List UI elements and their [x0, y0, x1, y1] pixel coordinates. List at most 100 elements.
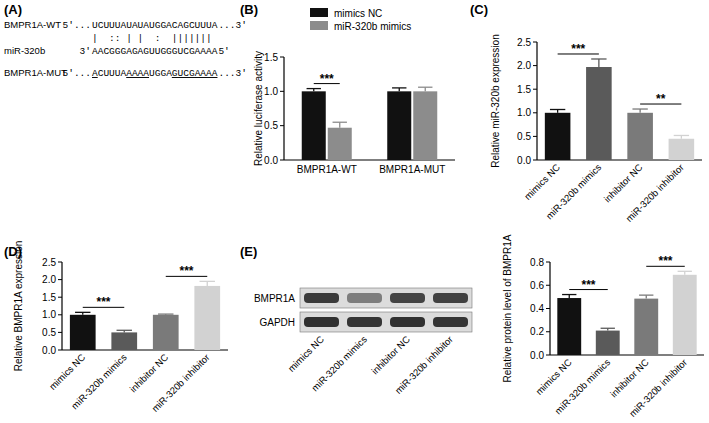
x-tick-label: miR-320b mimics: [553, 356, 613, 416]
marks: [557, 271, 696, 355]
y-axis-label: Relative luciferase activity: [253, 51, 264, 166]
y-tick: [58, 332, 62, 333]
sequence-prefix: 5'...: [62, 68, 91, 79]
legend-label: miR-320b mimics: [334, 21, 411, 32]
lane-label: miR-320b mimics: [309, 333, 369, 393]
y-tick: [533, 136, 537, 137]
chart: (D)Relative BMPR1A expression0.00.51.01.…: [4, 241, 228, 414]
base-pairing: | :: | | : |||||||: [92, 33, 217, 44]
y-tick-label: 1.5: [264, 52, 278, 63]
bar: [328, 128, 352, 160]
y-axis: [536, 42, 537, 160]
blot-band: [390, 293, 425, 303]
y-tick-label: 1.5: [517, 84, 531, 95]
y-tick-label: 0.6: [530, 280, 544, 291]
bar: [557, 298, 581, 355]
error-cap: [601, 328, 615, 329]
blot-band: [304, 317, 339, 327]
y-tick-label: 0.0: [530, 350, 544, 361]
x-tick-label: BMPR1A-WT: [297, 164, 357, 175]
bar: [596, 331, 620, 355]
x-tick-label: inhibitor NC: [602, 162, 645, 205]
error-stem: [207, 281, 208, 286]
blot-band: [433, 317, 468, 327]
x-tick-label: BMPR1A-MUT: [379, 164, 445, 175]
x-tick-label: miR-320b inhibitor: [627, 357, 689, 419]
lane-label: miR-320b inhibitor: [393, 334, 455, 396]
panel-label: (E): [240, 244, 257, 259]
blot-band: [347, 293, 382, 303]
bar: [302, 91, 326, 160]
error-cap: [392, 87, 406, 88]
significance-label: ***: [658, 254, 672, 268]
sequence-prefix: 5'...: [62, 20, 91, 31]
y-tick: [280, 91, 284, 92]
y-tick: [546, 285, 550, 286]
y-tick: [280, 160, 284, 161]
bar: [669, 139, 695, 160]
y-tick-label: 2.0: [42, 274, 56, 285]
error-bar: [75, 312, 90, 314]
y-tick-label: 2.0: [517, 60, 531, 71]
error-bar: [562, 295, 576, 298]
error-bar: [674, 135, 689, 138]
x-tick-label: miR-320b inhibitor: [149, 352, 211, 414]
error-bar: [550, 109, 565, 112]
blot-band: [347, 317, 382, 327]
error-stem: [598, 59, 599, 67]
error-cap: [200, 281, 215, 282]
significance-label: ***: [571, 42, 585, 56]
error-bar: [639, 295, 653, 298]
legend-swatch: [310, 8, 328, 17]
y-tick-label: 1.5: [42, 292, 56, 303]
error-bar: [678, 271, 692, 274]
y-tick: [533, 160, 537, 161]
western-blot: BMPR1AGAPDHmimics NCmiR-320b mimicsinhib…: [254, 288, 472, 396]
y-tick-label: 1.0: [264, 86, 278, 97]
error-cap: [674, 135, 689, 136]
panel-label: (B): [240, 2, 258, 17]
bar: [586, 67, 612, 160]
error-bar: [158, 314, 173, 316]
x-tick-label: miR-320b mimics: [544, 161, 604, 221]
error-bar: [392, 88, 406, 91]
x-tick-label: mimics NC: [47, 352, 87, 392]
error-bar: [632, 109, 647, 113]
sequence-segment: UGGA: [149, 68, 172, 79]
error-cap: [550, 109, 565, 110]
y-tick-label: 1.0: [517, 107, 531, 118]
bar: [545, 113, 571, 160]
y-tick: [546, 308, 550, 309]
x-tick-label: miR-320b mimics: [69, 351, 129, 411]
y-tick: [533, 112, 537, 113]
error-cap: [158, 313, 173, 314]
error-cap: [639, 294, 653, 295]
sequence: AACGGGAGAGUUGGGUCGAAAA: [92, 46, 218, 57]
significance-label: ***: [96, 295, 110, 309]
error-cap: [333, 122, 347, 123]
bar: [627, 113, 653, 160]
sequence-label: BMPR1A-WT: [4, 19, 61, 30]
error-cap: [418, 87, 432, 88]
sequence-label: miR-320b: [4, 45, 45, 56]
x-tick-label: mimics NC: [522, 162, 562, 202]
y-tick: [58, 350, 62, 351]
bar: [111, 332, 137, 350]
significance-label: **: [656, 92, 666, 106]
y-tick: [533, 65, 537, 66]
error-cap: [562, 294, 576, 295]
chart: (B)Relative luciferase activity0.00.51.0…: [240, 2, 455, 175]
sequence-segment: CUUUA: [98, 68, 127, 79]
sequence: ACUUUAAAAAUGGAGUCGAAAA: [92, 68, 218, 79]
y-tick: [58, 314, 62, 315]
x-tick-label: inhibitor NC: [127, 352, 170, 395]
y-tick-label: 0.5: [264, 120, 278, 131]
sequence-prefix: 3': [80, 46, 91, 57]
y-tick: [58, 297, 62, 298]
y-axis-label: Relative miR-320b expression: [490, 34, 501, 167]
marks: [70, 281, 220, 350]
chart: (C)Relative miR-320b expression0.00.51.0…: [470, 2, 702, 224]
lane-label: mimics NC: [286, 334, 326, 374]
error-stem: [339, 122, 340, 127]
error-bar: [418, 87, 432, 91]
